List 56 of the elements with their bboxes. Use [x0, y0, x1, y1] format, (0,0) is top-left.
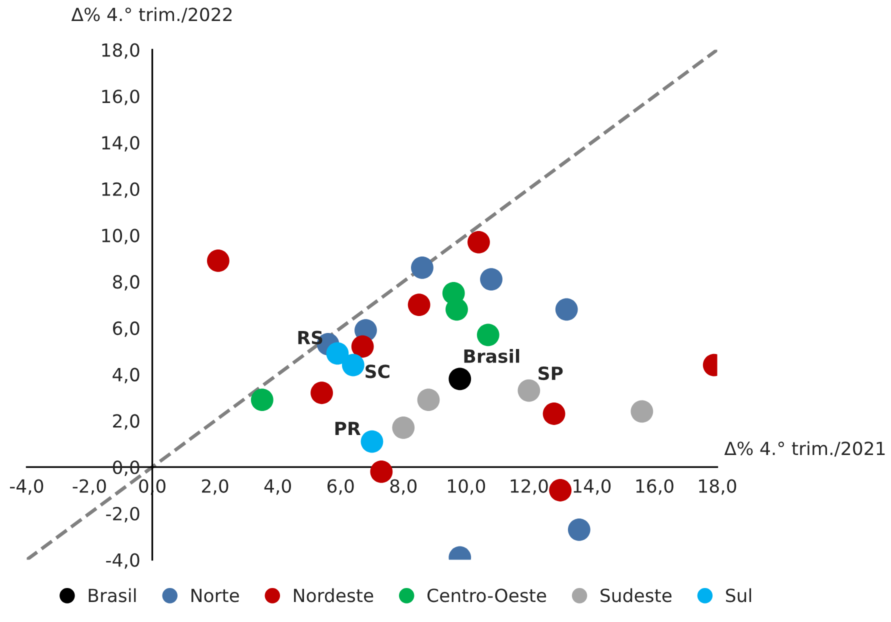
point [549, 479, 572, 502]
x-axis-title: Δ% 4.° trim./2021 [724, 441, 885, 457]
annotation: Brasil [464, 348, 520, 363]
point [542, 402, 566, 425]
annotation: SC [366, 364, 390, 378]
point [206, 250, 230, 272]
y-tick-label: -4,0 [106, 553, 140, 569]
annotation: PR [335, 422, 361, 436]
point [411, 256, 434, 279]
point [468, 230, 490, 254]
point [342, 354, 364, 376]
x-tick-label: 2,0 [202, 479, 228, 495]
y-axis-title: Δ% 4.° trim./2022 [71, 7, 232, 23]
point [448, 368, 472, 390]
point [250, 388, 274, 412]
x-tick-label: 14,0 [574, 479, 611, 495]
point [351, 335, 374, 358]
point [480, 268, 502, 290]
x-tick-label: 18,0 [699, 479, 736, 495]
y-tick-label: 8,0 [112, 275, 140, 291]
x-tick-label: 8,0 [390, 479, 417, 495]
legend-label: Centro-Oeste [427, 588, 546, 602]
legend-label: Brasil [88, 588, 136, 602]
point [568, 518, 590, 541]
point [326, 342, 349, 365]
point [446, 298, 468, 321]
point [392, 416, 415, 439]
point [476, 324, 500, 346]
legend-label: Norte [192, 588, 239, 602]
point [630, 400, 654, 423]
y-tick-label: 14,0 [102, 136, 140, 152]
y-tick-label: 4,0 [112, 368, 140, 384]
y-tick-label: 16,0 [102, 90, 140, 106]
point [555, 298, 578, 321]
y-tick-label: -2,0 [106, 506, 140, 522]
y-tick-label: 18,0 [102, 43, 140, 59]
point [408, 294, 430, 316]
x-tick-label: 12,0 [510, 479, 548, 495]
x-tick-label: -4,0 [10, 479, 44, 495]
x-tick-label: 10,0 [448, 479, 486, 495]
legend-label: Sudeste [600, 588, 672, 602]
y-tick-label: 10,0 [102, 228, 140, 244]
point [417, 388, 440, 412]
x-tick-label: 6,0 [328, 479, 354, 495]
y-tick-label: 2,0 [113, 414, 140, 430]
y-tick-label: 6,0 [113, 321, 140, 337]
point [310, 382, 333, 404]
annotation: SP [538, 366, 563, 380]
point [360, 430, 384, 453]
x-tick-label: 4,0 [264, 479, 291, 495]
y-tick-label: 12,0 [102, 182, 140, 198]
x-tick-label: -2,0 [72, 479, 106, 495]
legend-label: Nordeste [294, 588, 374, 602]
x-tick-label: 16,0 [636, 479, 674, 495]
legend-label: Sul [726, 588, 752, 602]
point [518, 379, 540, 402]
